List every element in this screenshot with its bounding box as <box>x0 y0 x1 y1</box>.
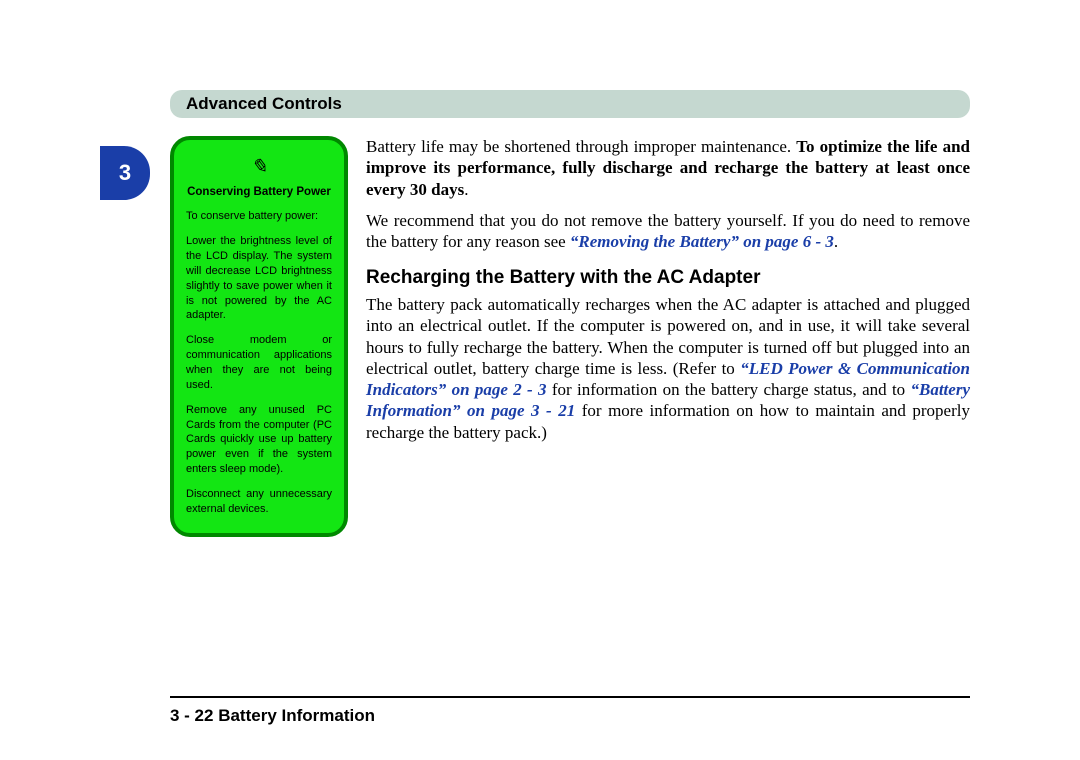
body-text: Battery life may be shortened through im… <box>366 137 796 156</box>
body-text: . <box>834 232 838 251</box>
note-paragraph: Lower the brightness level of the LCD di… <box>186 234 332 323</box>
body-paragraph: We recommend that you do not remove the … <box>366 210 970 253</box>
body-paragraph: The battery pack automatically recharges… <box>366 294 970 443</box>
sidebar-column: ✎ Conserving Battery Power To conserve b… <box>170 136 348 537</box>
cross-reference-link[interactable]: “Removing the Battery” on page 6 - 3 <box>570 232 834 251</box>
note-title: Conserving Battery Power <box>186 185 332 199</box>
subheading: Recharging the Battery with the AC Adapt… <box>366 266 970 290</box>
body-paragraph: Battery life may be shortened through im… <box>366 136 970 200</box>
note-box: ✎ Conserving Battery Power To conserve b… <box>170 136 348 537</box>
section-header-text: Advanced Controls <box>186 94 342 113</box>
body-text: . <box>464 180 468 199</box>
page-footer: 3 - 22 Battery Information <box>170 706 375 726</box>
pencil-icon: ✎ <box>186 154 332 181</box>
chapter-tab: 3 <box>100 146 150 200</box>
chapter-number: 3 <box>119 160 131 186</box>
document-page: Advanced Controls 3 ✎ Conserving Battery… <box>100 90 970 537</box>
footer-rule <box>170 696 970 698</box>
note-paragraph: Remove any unused PC Cards from the comp… <box>186 403 332 477</box>
note-paragraph: Disconnect any unnecessary external devi… <box>186 487 332 517</box>
main-column: Battery life may be shortened through im… <box>366 136 970 537</box>
note-paragraph: To conserve battery power: <box>186 209 332 224</box>
note-paragraph: Close modem or communication application… <box>186 333 332 392</box>
body-text: for information on the battery charge st… <box>547 380 911 399</box>
section-header: Advanced Controls <box>170 90 970 118</box>
page-number-label: 3 - 22 Battery Information <box>170 706 375 725</box>
content-columns: ✎ Conserving Battery Power To conserve b… <box>170 136 970 537</box>
